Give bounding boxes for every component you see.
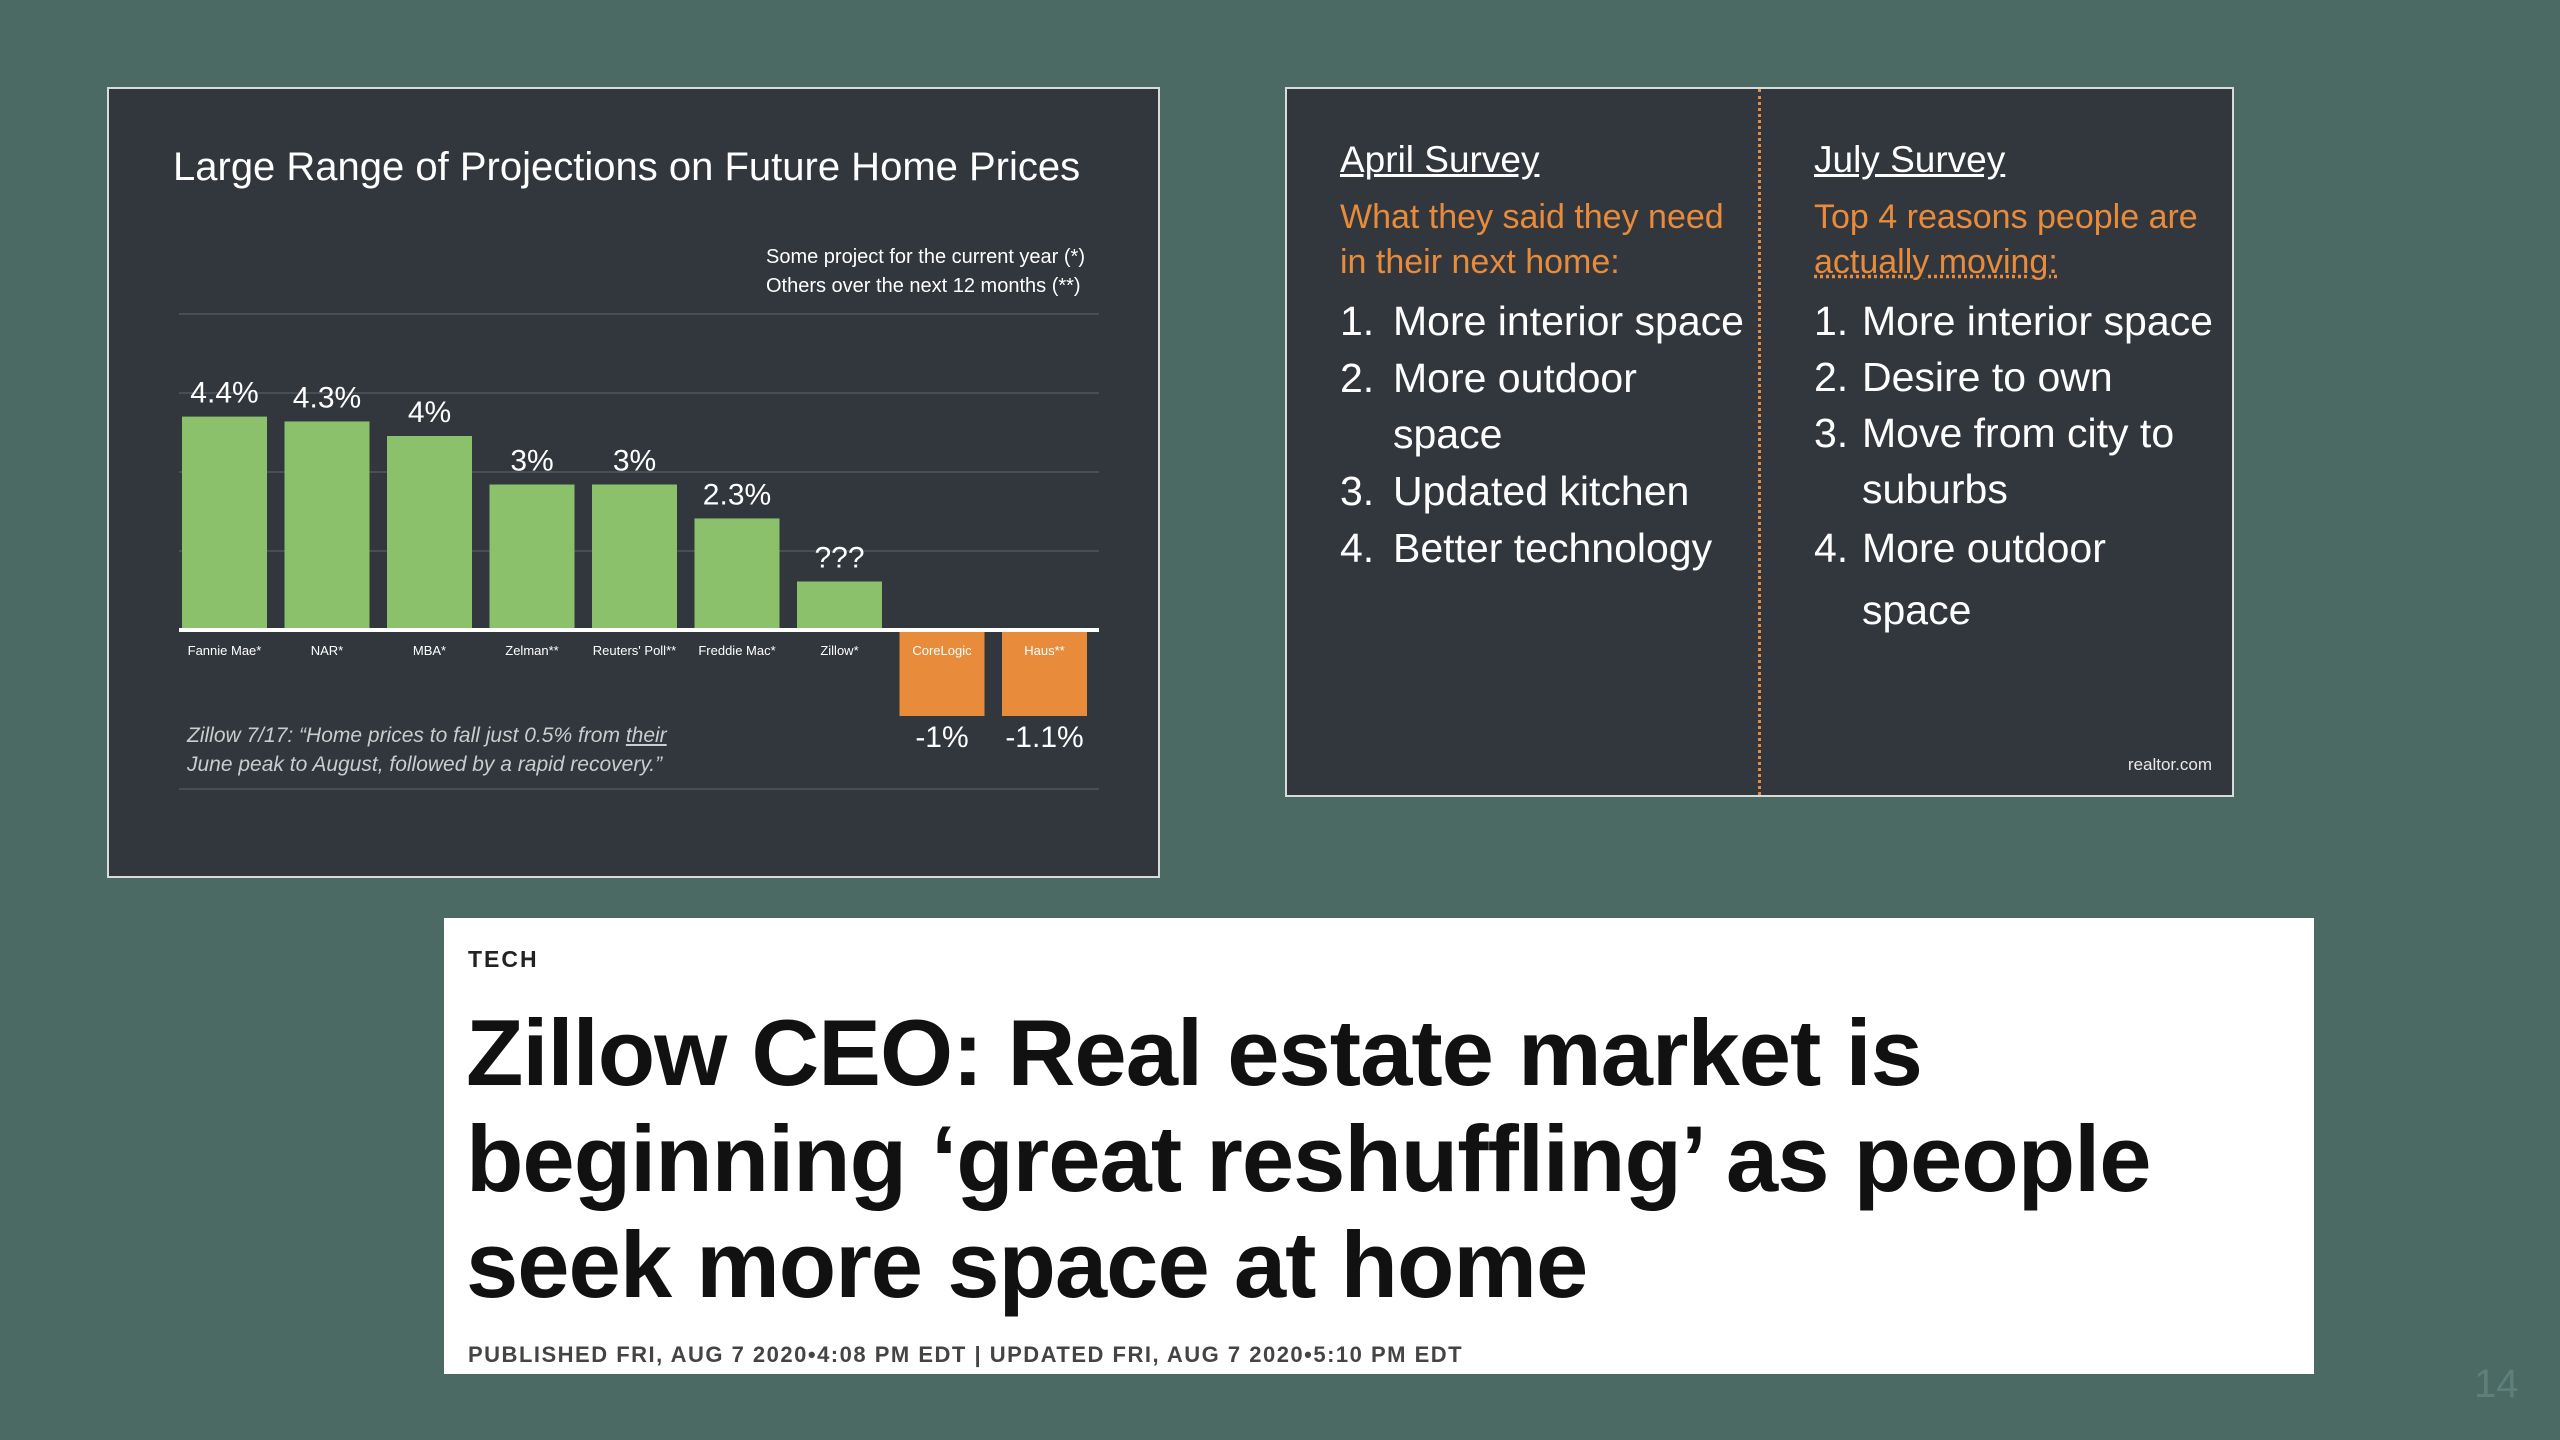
note-underlined-word: their xyxy=(625,724,667,747)
category-label: Zillow* xyxy=(820,643,858,658)
note-prefix: Zillow 7/17: “Home prices to fall just 0… xyxy=(187,724,626,747)
data-label: -1% xyxy=(915,721,968,754)
bar xyxy=(592,484,677,630)
april-survey-column: April Survey What they said they need in… xyxy=(1340,139,1750,577)
category-label: Zelman** xyxy=(505,643,558,658)
july-sub-line-2-text: actually moving: xyxy=(1814,243,2058,281)
april-needs-list: 1. More interior space 2. More outdoor spa… xyxy=(1340,293,1750,576)
data-label: 4.4% xyxy=(190,377,258,410)
bar xyxy=(1002,632,1087,716)
chart-legend: Some project for the current year (*) Ot… xyxy=(766,243,1085,301)
legend-line-next-12-months: Others over the next 12 months (**) xyxy=(765,275,1081,297)
bar xyxy=(284,421,370,630)
april-survey-heading: April Survey xyxy=(1340,139,1540,180)
list-item-text: More outdoor space xyxy=(1862,525,2106,633)
bar xyxy=(182,416,267,630)
data-label: 4.3% xyxy=(293,381,361,414)
legend-line-current-year: Some project for the current year (*) xyxy=(765,246,1085,268)
data-label: 3% xyxy=(613,445,656,478)
category-label: Haus** xyxy=(1024,643,1064,658)
data-label: ??? xyxy=(814,542,864,575)
data-label: 3% xyxy=(510,445,553,478)
list-item: 3. Move from city to suburbs xyxy=(1814,405,2214,517)
category-label: CoreLogic xyxy=(912,643,972,658)
list-item-number: 4. xyxy=(1814,525,1849,571)
july-survey-column: July Survey Top 4 reasons people are act… xyxy=(1814,139,2214,641)
list-item-text: More interior space xyxy=(1393,298,1744,344)
survey-source: realtor.com xyxy=(2127,755,2212,774)
article-timestamps: PUBLISHED FRI, AUG 7 2020•4:08 PM EDT | … xyxy=(468,1342,1464,1367)
article-headline: Zillow CEO: Real estate market is beginn… xyxy=(466,1000,2152,1317)
category-label: Fannie Mae* xyxy=(188,643,262,658)
list-item-text: More outdoor space xyxy=(1393,355,1637,457)
category-label: MBA* xyxy=(413,643,446,658)
note-suffix: June peak to August, followed by a rapid… xyxy=(187,753,663,776)
list-item-number: 2. xyxy=(1814,354,1849,400)
category-label: NAR* xyxy=(311,643,344,658)
bar xyxy=(899,632,985,716)
zillow-quote-note: Zillow 7/17: “Home prices to fall just 0… xyxy=(187,721,747,779)
list-item: 4. Better technology xyxy=(1340,520,1750,576)
list-item: 1. More interior space xyxy=(1814,293,2214,349)
july-survey-subheading: Top 4 reasons people are actually moving… xyxy=(1814,195,2214,285)
bar xyxy=(387,436,472,630)
april-sub-line-1: What they said they need xyxy=(1340,198,1724,236)
survey-comparison-panel: April Survey What they said they need in… xyxy=(1285,87,2234,797)
bar xyxy=(489,484,575,630)
bar xyxy=(797,581,882,630)
list-item: 2. More outdoor space xyxy=(1340,350,1750,462)
data-label: 4% xyxy=(408,396,451,429)
category-label: Freddie Mac* xyxy=(698,643,775,658)
list-item-text: Better technology xyxy=(1393,525,1713,571)
list-item-number: 4. xyxy=(1340,525,1375,571)
category-label: Reuters' Poll** xyxy=(593,643,676,658)
july-sub-line-1: Top 4 reasons people are xyxy=(1814,198,2198,236)
list-item-number: 3. xyxy=(1340,468,1375,514)
list-item-number: 3. xyxy=(1814,410,1849,456)
april-sub-line-2: in their next home: xyxy=(1340,243,1620,281)
list-item-number: 2. xyxy=(1340,355,1375,401)
list-item: 1. More interior space xyxy=(1340,293,1750,349)
july-reasons-list: 1. More interior space 2. Desire to own 3.… xyxy=(1814,293,2214,641)
july-sub-line-2: actually moving: xyxy=(1814,240,2214,285)
projections-chart-panel: Fannie Mae* 4.4% NAR* 4.3% MBA* 4% Zelman** 3% R… xyxy=(107,87,1160,878)
chart-title: Large Range of Projections on Future Hom… xyxy=(173,145,1081,189)
list-item-text: Desire to own xyxy=(1862,354,2113,400)
list-item-text: Move from city to suburbs xyxy=(1862,410,2175,512)
list-item-number: 1. xyxy=(1814,298,1849,344)
july-survey-heading: July Survey xyxy=(1814,139,2006,180)
page-number: 14 xyxy=(2474,1362,2519,1406)
bar xyxy=(694,518,780,630)
april-survey-subheading: What they said they need in their next h… xyxy=(1340,195,1750,285)
list-item-number: 1. xyxy=(1340,298,1375,344)
data-label: 2.3% xyxy=(703,478,771,511)
list-item-text: More interior space xyxy=(1862,298,2213,344)
list-item-text: Updated kitchen xyxy=(1393,468,1690,514)
list-item: 3. Updated kitchen xyxy=(1340,463,1750,519)
list-item: 2. Desire to own xyxy=(1814,349,2214,405)
column-divider xyxy=(1758,89,1761,795)
data-label: -1.1% xyxy=(1005,721,1083,754)
list-item: 4. More outdoor space xyxy=(1814,517,2214,641)
news-article-panel: TECH Zillow CEO: Real estate market is b… xyxy=(444,918,2314,1374)
projections-bar-chart: Fannie Mae* 4.4% NAR* 4.3% MBA* 4% Zelman** 3% R… xyxy=(179,313,1099,790)
article-section-label[interactable]: TECH xyxy=(468,946,539,972)
